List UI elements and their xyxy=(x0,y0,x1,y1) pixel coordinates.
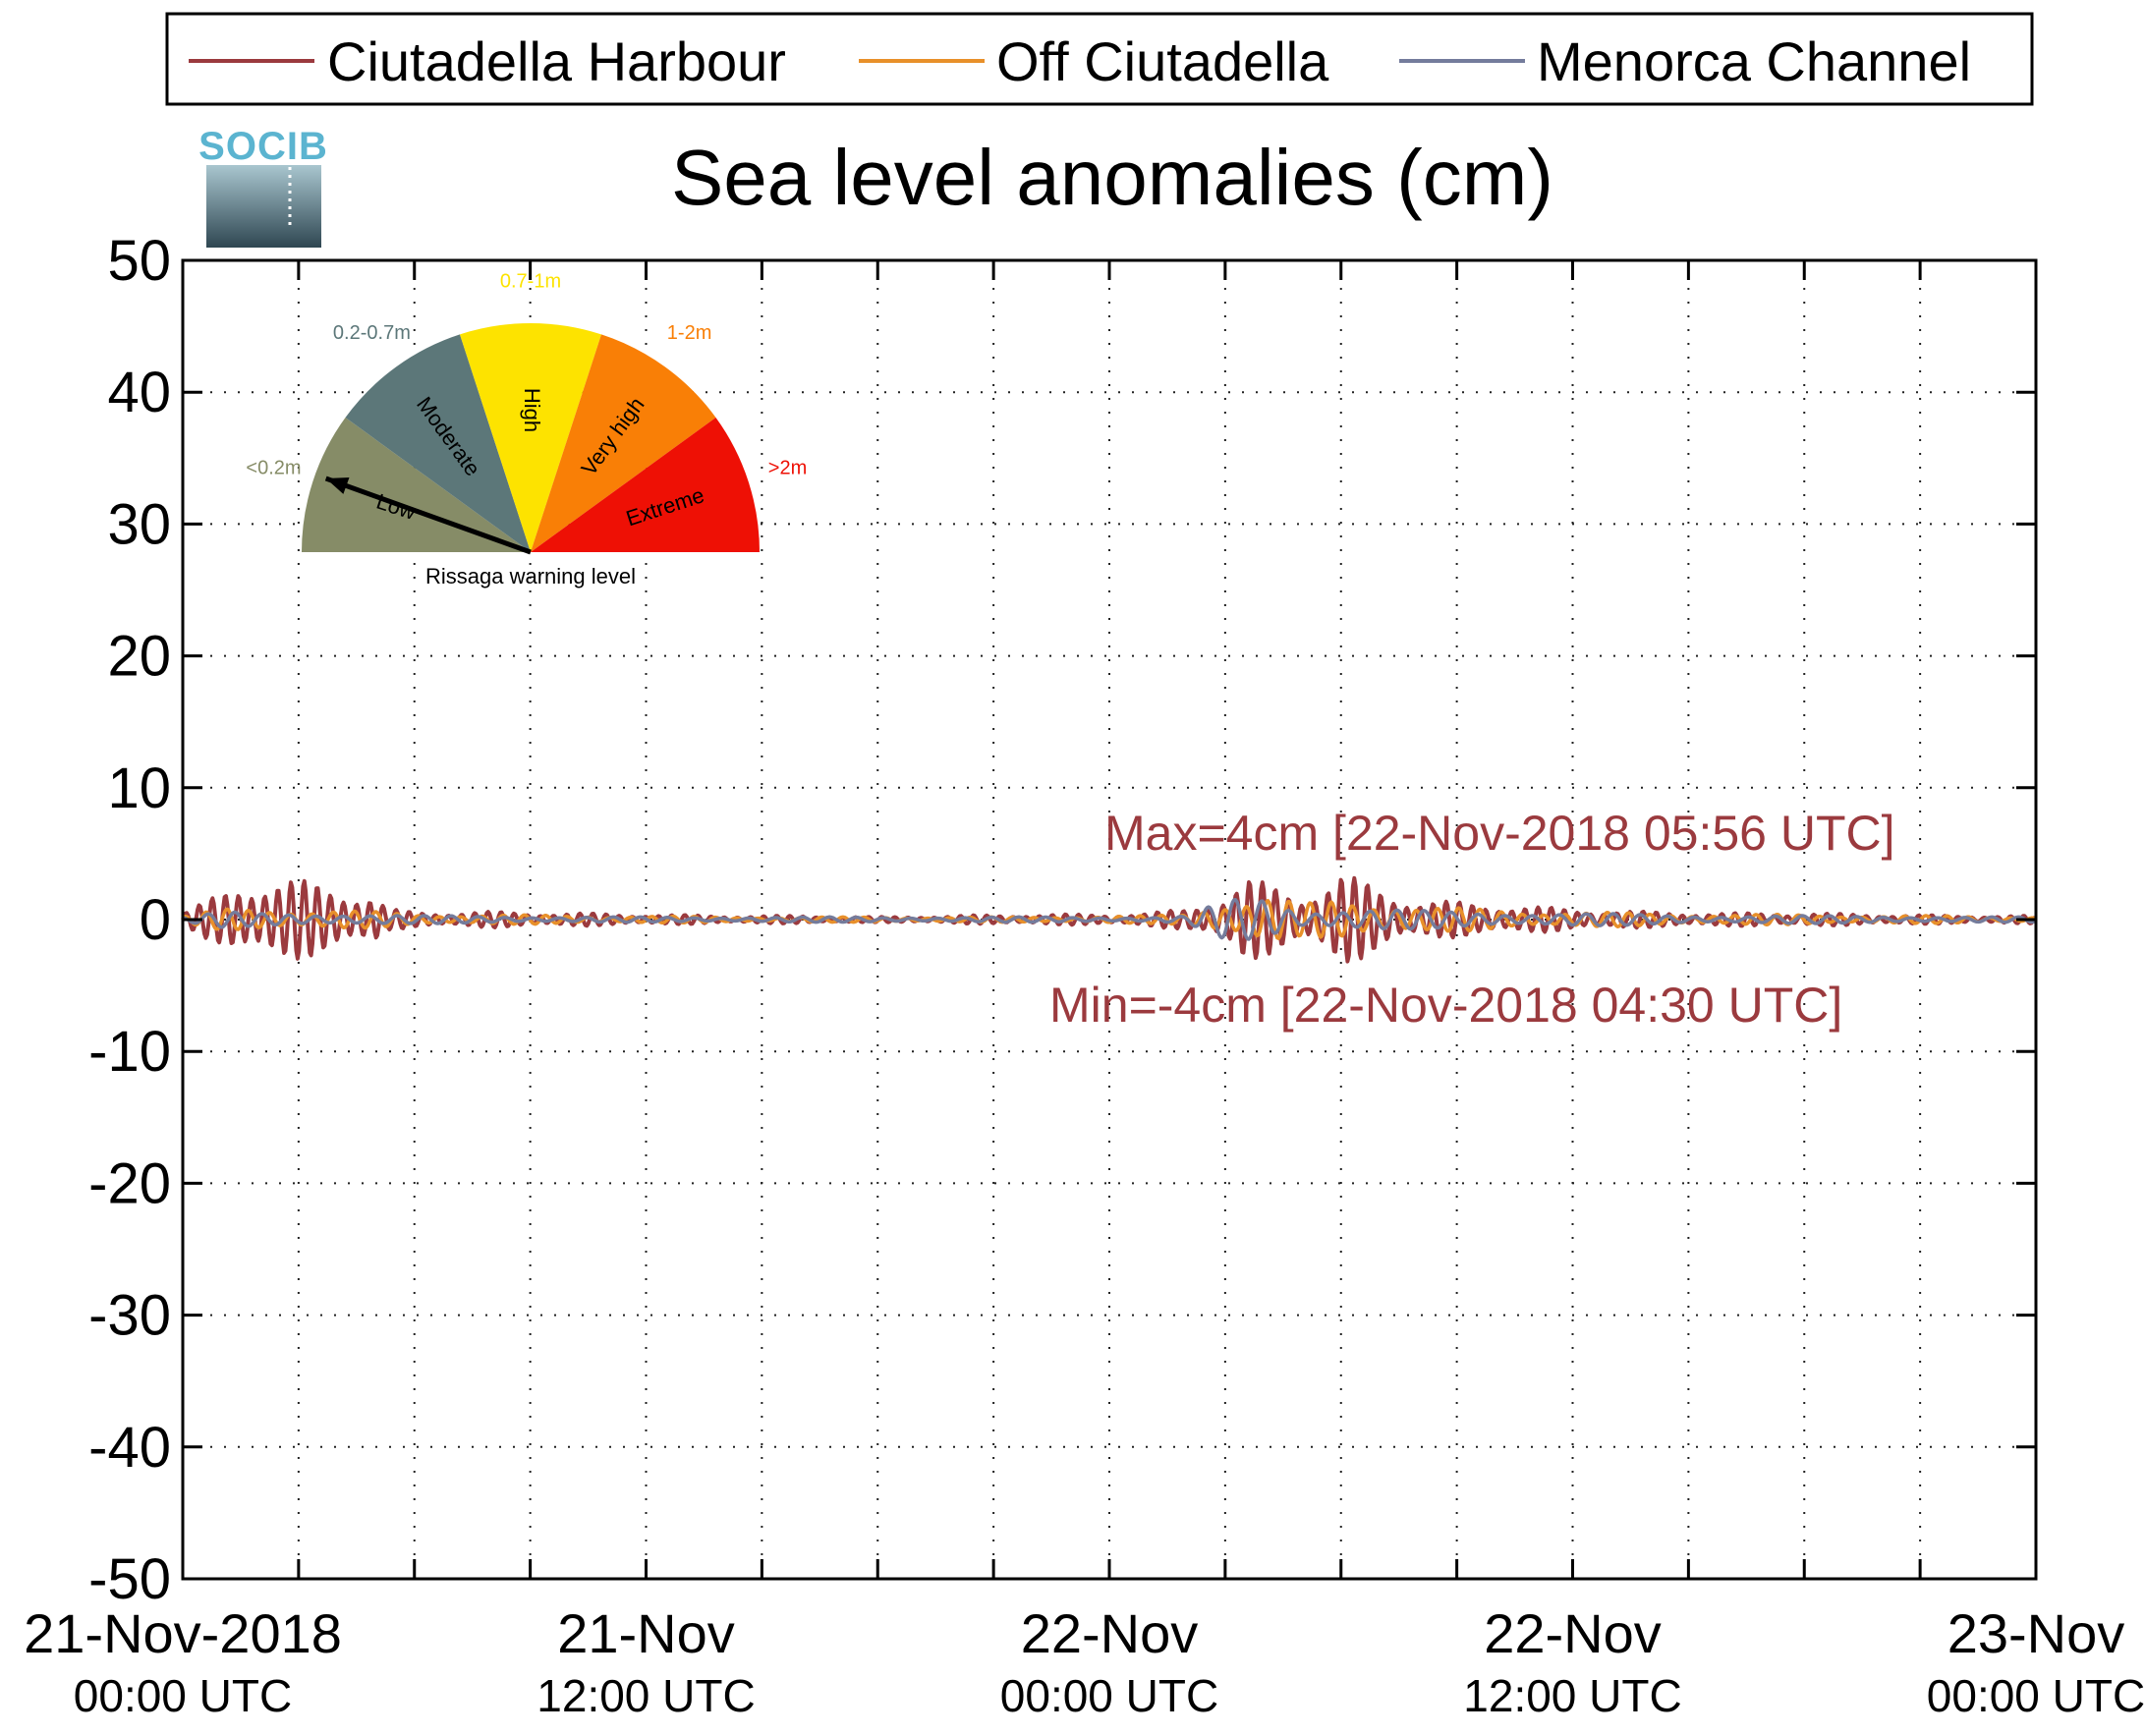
gauge-needle xyxy=(324,476,532,555)
gauge-range-label: >2m xyxy=(768,457,807,478)
plot-area: 50 40 30 20 10 0 -10 -20 -30 -40 -50 21-Nov-2018 00… xyxy=(24,229,2145,1721)
gauge-range-labels: <0.2m 0.2-0.7m 0.7-1m 1-2m >2m xyxy=(246,270,807,478)
y-tick-label: -10 xyxy=(88,1020,171,1084)
x-tick-label: 22-Nov xyxy=(1021,1602,1199,1664)
series-group xyxy=(181,875,2038,964)
gauge-caption: Rissaga warning level xyxy=(425,564,636,588)
gauge-category-label: High xyxy=(520,388,544,432)
gauge-range-label: <0.2m xyxy=(246,457,301,478)
gauge-sector-high xyxy=(460,322,601,552)
series-line-menorca-channel xyxy=(182,897,2036,941)
socib-logo-block xyxy=(206,165,321,248)
y-tick-label: 0 xyxy=(140,888,171,952)
gauge-range-label: 0.7-1m xyxy=(500,270,561,292)
legend-label-menorca-channel: Menorca Channel xyxy=(1537,30,1971,92)
gauge-range-label: 1-2m xyxy=(667,322,712,344)
chart-title: Sea level anomalies (cm) xyxy=(671,134,1553,221)
axis-ticks xyxy=(183,258,2036,1581)
x-tick-label: 23-Nov xyxy=(1947,1602,2125,1664)
legend-label-ciutadella-harbour: Ciutadella Harbour xyxy=(327,30,786,92)
gauge-range-label: 0.2-0.7m xyxy=(333,322,411,344)
gauge-sector-very-high xyxy=(531,334,716,552)
y-tick-label: -50 xyxy=(88,1547,171,1611)
y-tick-label: -40 xyxy=(88,1416,171,1480)
x-tick-label: 22-Nov xyxy=(1484,1602,1662,1664)
x-tick-label: 21-Nov xyxy=(557,1602,735,1664)
x-tick-sublabel: 00:00 UTC xyxy=(1927,1670,2145,1721)
gauge-needle-line xyxy=(324,476,532,555)
y-tick-label: -30 xyxy=(88,1284,171,1348)
y-tick-label: 50 xyxy=(107,229,171,293)
annotation-min: Min=-4cm [22-Nov-2018 04:30 UTC] xyxy=(1049,978,1842,1033)
legend-box xyxy=(165,12,2034,106)
annotation-max: Max=4cm [22-Nov-2018 05:56 UTC] xyxy=(1104,806,1895,861)
x-tick-sublabel: 12:00 UTC xyxy=(1463,1670,1681,1721)
y-tick-label: 20 xyxy=(107,625,171,689)
legend-label-off-ciutadella: Off Ciutadella xyxy=(996,30,1329,92)
gauge-sectors xyxy=(302,322,761,552)
y-tick-label: 40 xyxy=(107,361,171,424)
x-tick-sublabel: 00:00 UTC xyxy=(1000,1670,1218,1721)
y-tick-label: 30 xyxy=(107,492,171,556)
x-tick-sublabel: 00:00 UTC xyxy=(74,1670,292,1721)
y-tick-label: -20 xyxy=(88,1151,171,1215)
x-tick-label: 21-Nov-2018 xyxy=(24,1602,342,1664)
socib-logo-text: SOCIB xyxy=(198,125,328,168)
gauge-needle-head xyxy=(325,477,350,494)
x-tick-sublabel: 12:00 UTC xyxy=(536,1670,755,1721)
gauge-sector-low xyxy=(302,418,531,552)
legend: Ciutadella Harbour Off Ciutadella Menorc… xyxy=(165,12,2034,106)
socib-logo: SOCIB xyxy=(198,125,328,248)
gauge-sector-moderate xyxy=(345,334,531,552)
x-tick-labels: 21-Nov-2018 00:00 UTC 21-Nov 12:00 UTC 22-No… xyxy=(24,1602,2145,1721)
gauge-sector-extreme xyxy=(531,418,761,552)
y-tick-label: 10 xyxy=(107,756,171,820)
y-tick-labels: 50 40 30 20 10 0 -10 -20 -30 -40 -50 xyxy=(88,229,171,1611)
